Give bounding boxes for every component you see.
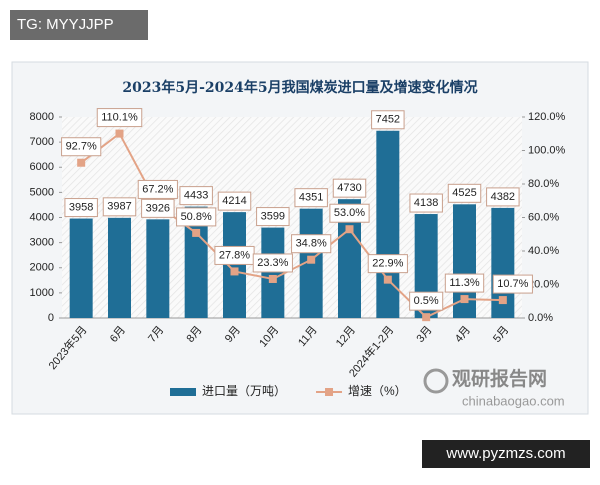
watermark: TG: MYYJJPP <box>17 16 114 33</box>
line-label-box <box>137 179 178 199</box>
line-label: 11.3% <box>449 277 480 289</box>
line-label: 110.1% <box>101 111 138 123</box>
y2-tick-label: 60.0% <box>528 211 559 223</box>
bar <box>338 199 361 318</box>
y-tick-label: 8000 <box>30 111 54 123</box>
line-label-box <box>444 273 485 293</box>
y-tick-label: 2000 <box>30 262 54 274</box>
y2-tick-label: 0.0% <box>528 312 553 324</box>
bar-label-box <box>179 186 213 206</box>
marker <box>192 228 201 237</box>
y-tick-label: 3000 <box>30 237 54 249</box>
marker <box>115 129 124 138</box>
bar <box>146 219 170 318</box>
legend-label: 进口量（万吨） <box>202 384 286 398</box>
marker <box>307 255 316 264</box>
bar-label-box <box>409 193 443 213</box>
line-label: 22.9% <box>372 258 403 270</box>
line-label: 92.7% <box>66 141 97 153</box>
marker <box>77 158 86 167</box>
line-label: 53.0% <box>334 207 365 219</box>
bar-label: 4138 <box>414 197 438 209</box>
marker <box>460 295 469 304</box>
y-tick-label: 4000 <box>30 211 54 223</box>
bar-label: 4730 <box>337 182 361 194</box>
bar-label: 3987 <box>107 201 131 213</box>
bar <box>223 212 246 318</box>
y-tick-label: 7000 <box>30 136 54 148</box>
line-label-box <box>329 203 370 223</box>
marker <box>498 296 507 305</box>
bar-label: 4382 <box>491 191 515 203</box>
bar-label-box <box>102 197 137 217</box>
line-label-box <box>291 234 332 254</box>
legend-swatch <box>325 388 334 396</box>
logo-url: chinabaogao.com <box>462 393 565 408</box>
y2-tick-label: 120.0% <box>528 111 566 123</box>
line-label-box <box>367 254 408 274</box>
bar-label-box <box>141 198 175 218</box>
y-tick-label: 6000 <box>30 161 54 173</box>
line-label-box <box>96 108 143 128</box>
bar <box>108 217 131 318</box>
bar <box>69 218 93 318</box>
line-label: 0.5% <box>414 295 439 307</box>
bar-label-box <box>447 183 482 203</box>
line-label-box <box>409 291 444 311</box>
line-label: 67.2% <box>142 183 173 195</box>
bar-label: 3958 <box>69 201 93 213</box>
y2-tick-label: 80.0% <box>528 178 559 190</box>
y-tick-label: 0 <box>48 312 54 324</box>
bar-label-box <box>332 178 367 198</box>
line-label-box <box>492 274 533 294</box>
chart-title: 2023年5月-2024年5月我国煤炭进口量及增速变化情况 <box>122 79 477 96</box>
bar-label-box <box>294 188 328 208</box>
legend-swatch <box>170 388 196 396</box>
logo-name: 观研报告网 <box>452 367 547 390</box>
line-label-box <box>176 207 217 227</box>
bar <box>376 130 400 318</box>
bar-label-box <box>256 207 290 227</box>
y2-tick-label: 40.0% <box>528 245 559 257</box>
line-label-box <box>61 137 102 157</box>
legend-label: 增速（%） <box>348 384 407 398</box>
marker <box>422 313 431 322</box>
bar <box>261 227 285 318</box>
line-label: 50.8% <box>181 211 212 223</box>
bar-label: 4351 <box>299 192 323 204</box>
bar-label: 7452 <box>376 114 400 126</box>
y2-tick-label: 20.0% <box>528 278 559 290</box>
bar-label: 3599 <box>261 210 285 222</box>
bar-label-box <box>486 187 520 207</box>
logo-icon <box>423 368 449 394</box>
marker <box>345 225 354 234</box>
line-label: 23.3% <box>257 257 288 269</box>
y-tick-label: 1000 <box>30 287 54 299</box>
bar <box>184 206 208 318</box>
y-tick-label: 5000 <box>30 186 54 198</box>
marker <box>230 267 239 276</box>
watermark-box <box>422 440 590 468</box>
line-label: 34.8% <box>296 238 327 250</box>
line-label: 10.7% <box>497 278 528 290</box>
y2-tick-label: 100.0% <box>528 144 566 156</box>
bar-label-box <box>64 198 98 218</box>
bar-label: 4214 <box>222 195 246 207</box>
bar-label: 4525 <box>452 187 476 199</box>
watermark: www.pyzmzs.com <box>445 445 565 462</box>
watermark-box <box>10 10 148 40</box>
bar-label-box <box>371 110 405 130</box>
bar-label-box <box>217 191 252 211</box>
bar-label: 4433 <box>184 190 208 202</box>
bar-label: 3926 <box>146 202 170 214</box>
marker <box>383 275 392 284</box>
line-label: 27.8% <box>219 249 250 261</box>
marker <box>268 274 277 283</box>
line-label-box <box>252 253 293 273</box>
